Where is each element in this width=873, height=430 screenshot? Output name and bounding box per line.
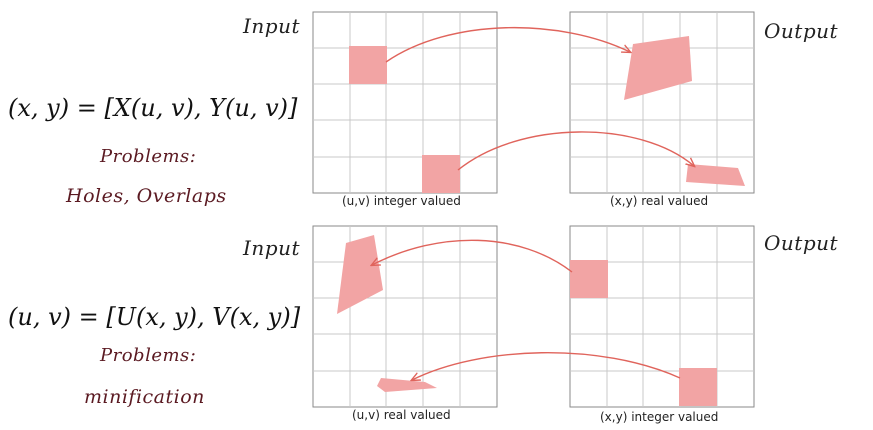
input-label: Input	[243, 236, 301, 260]
grid-bottom-output	[569, 225, 755, 408]
input-label: Input	[243, 14, 301, 38]
grid-caption: (u,v) real valued	[352, 408, 451, 422]
grid-top-input	[312, 11, 498, 194]
inverse-mapping-equation: (u, v) = [U(x, y), V(x, y)]	[8, 303, 301, 331]
grid-caption: (u,v) integer valued	[342, 194, 461, 208]
target-pixel-square	[679, 368, 717, 406]
grid-caption: (x,y) real valued	[610, 194, 709, 208]
source-pixel-square	[349, 46, 387, 84]
warped-quad	[624, 36, 692, 100]
warped-quad	[337, 235, 383, 314]
output-label: Output	[764, 231, 839, 255]
problems-heading: Problems:	[100, 146, 197, 167]
problems-text: Holes, Overlaps	[66, 185, 227, 207]
problems-heading: Problems:	[100, 345, 197, 366]
inverse-map-arrow	[372, 239, 573, 273]
source-pixel-square	[422, 155, 460, 193]
warped-quad	[686, 164, 745, 186]
grid-caption: (x,y) integer valued	[600, 410, 719, 424]
target-pixel-square	[570, 260, 608, 298]
forward-map-arrow	[385, 26, 630, 63]
forward-mapping-equation: (x, y) = [X(u, v), Y(u, v)]	[8, 94, 298, 122]
inverse-map-arrow	[412, 352, 681, 380]
forward-map-arrow	[457, 131, 694, 171]
grid-bottom-input	[312, 225, 498, 408]
warped-quad	[377, 378, 437, 392]
output-label: Output	[764, 19, 839, 43]
problems-text: minification	[84, 386, 205, 408]
